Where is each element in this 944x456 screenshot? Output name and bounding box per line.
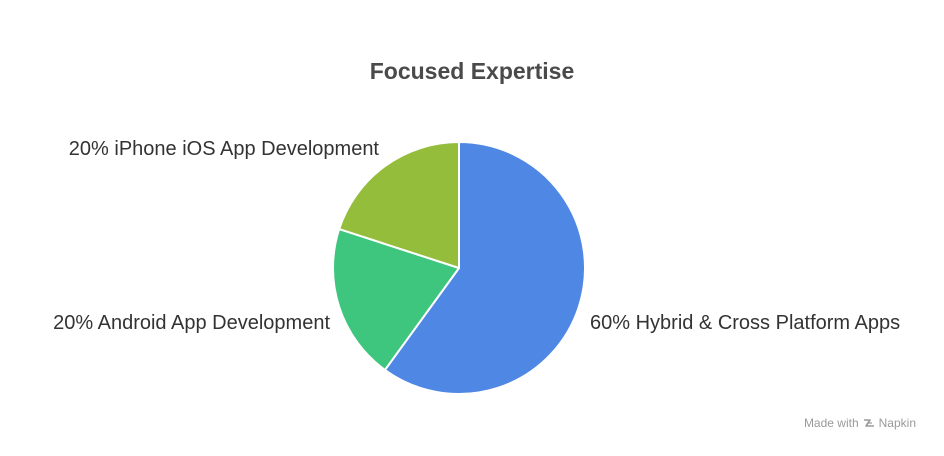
slice-label: 20% Android App Development (53, 312, 330, 334)
watermark-brand: Napkin (878, 416, 916, 430)
pie-slice (338, 141, 460, 269)
napkin-logo-icon (863, 419, 874, 427)
pie-slice (383, 141, 586, 395)
slice-label: 60% Hybrid & Cross Platform Apps (590, 312, 900, 334)
pie-slice (332, 228, 460, 371)
watermark-text: Made with (803, 416, 859, 430)
slice-label: 20% iPhone iOS App Development (69, 138, 380, 160)
watermark: Made with Napkin (804, 416, 916, 430)
chart-title: Focused Expertise (369, 58, 575, 84)
